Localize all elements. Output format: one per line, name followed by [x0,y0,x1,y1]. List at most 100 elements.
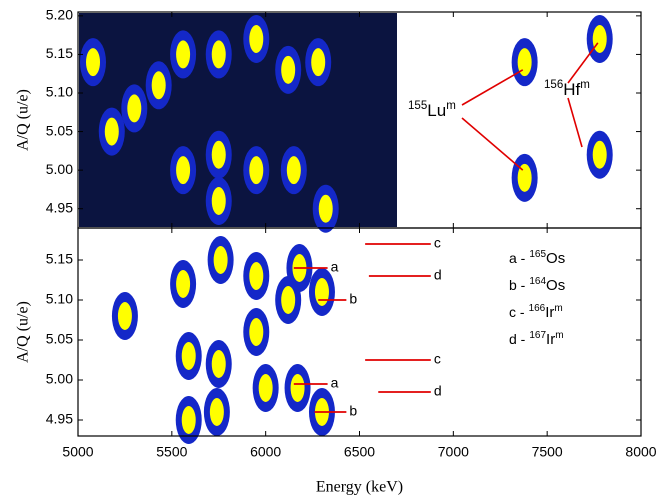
pointer-line [461,117,524,171]
cluster-core [249,156,264,185]
hit-cluster [175,332,202,380]
cluster-core [86,48,101,77]
element-symbol: Hf [563,80,580,99]
hit-cluster [175,396,202,444]
cluster-core [117,302,132,330]
hit-cluster [170,260,197,308]
y-tick-label: 5.10 [46,291,73,307]
isomer-state: m [555,330,563,341]
y-tick-label: 4.95 [46,411,73,427]
marker-letter: a [331,375,339,391]
x-tick-label: 5500 [156,444,187,460]
cluster-core [209,398,224,426]
x-tick-label: 7500 [532,444,563,460]
cluster-core [211,140,226,169]
isotope-label: 156Hfm [544,79,590,99]
cluster-core [592,140,607,169]
hit-cluster [111,292,138,340]
y-tick-label: 5.05 [46,122,73,138]
hit-cluster [243,15,270,63]
y-tick-label: 5.15 [46,45,73,61]
hit-cluster [207,236,234,284]
cluster-core [290,374,305,402]
element-symbol: Ir [546,331,555,348]
hit-cluster [203,388,230,436]
hit-cluster [243,308,270,356]
cluster-core [517,48,532,77]
marker-letter: a [331,259,339,275]
cluster-core [517,163,532,192]
cluster-core [249,25,264,53]
cluster-core [181,406,196,434]
hit-cluster [205,130,232,179]
cluster-core [176,40,191,69]
hit-cluster [308,268,335,316]
cluster-core [213,246,228,274]
legend-entry: b -164Os [509,276,565,294]
hit-cluster [511,38,538,87]
cluster-core [311,48,326,77]
pointer-line [567,42,599,84]
y-axis-label: A/Q (u/e) [15,301,32,363]
x-tick-label: 8000 [625,444,656,460]
hit-cluster [145,61,172,110]
hit-cluster [275,45,302,94]
cluster-core [176,156,191,185]
isomer-state: m [580,79,590,91]
pointer-line [567,97,583,148]
cluster-core [249,318,264,346]
isomer-state: m [446,100,456,112]
cluster-core [211,40,226,69]
marker-letter: c [434,235,441,251]
y-tick-label: 5.00 [46,371,73,387]
mass-number: 166 [529,303,546,314]
x-tick-label: 6500 [344,444,375,460]
marker-letter: c [434,351,441,367]
hit-cluster [205,30,232,79]
legend-key: b - [509,277,526,293]
y-tick-label: 5.05 [46,331,73,347]
marker-letter: d [434,267,442,283]
hit-cluster [243,146,270,195]
marker-letter: b [349,403,357,419]
y-tick-label: 5.10 [46,84,73,100]
cluster-core [318,194,333,223]
cluster-core [181,342,196,370]
hit-cluster [205,340,232,388]
hit-cluster [305,38,332,87]
legend-entry: c - 166Irm [509,303,563,321]
element-symbol: Lu [427,101,446,120]
mass-number: 155 [408,100,427,112]
cluster-core [211,187,226,215]
cluster-core [249,262,264,290]
hit-cluster [170,30,197,79]
pointer-line [461,69,524,106]
cluster-core [314,278,329,306]
cluster-core [281,286,296,314]
element-symbol: Os [546,277,565,294]
x-tick-label: 7000 [438,444,469,460]
x-tick-label: 5000 [62,444,93,460]
hit-cluster [243,252,270,300]
hit-cluster [252,364,279,412]
hit-cluster [280,146,307,195]
y-tick-label: 4.95 [46,199,73,215]
x-tick-label: 6000 [250,444,281,460]
hit-cluster [170,146,197,195]
cluster-core [211,350,226,378]
element-symbol: Ir [545,304,554,321]
x-axis-label: Energy (keV) [316,479,403,496]
hit-cluster [586,130,613,179]
y-tick-label: 5.15 [46,251,73,267]
cluster-core [127,94,142,123]
y-tick-label: 5.00 [46,161,73,177]
isotope-label: 155Lum [408,100,456,120]
legend-key: c - [509,304,525,320]
hit-cluster [98,107,125,156]
mass-number: 164 [529,276,546,287]
legend-key: d - [509,331,526,347]
legend-entry: d -167Irm [509,330,564,348]
hit-cluster [284,364,311,412]
hit-cluster [80,38,107,87]
